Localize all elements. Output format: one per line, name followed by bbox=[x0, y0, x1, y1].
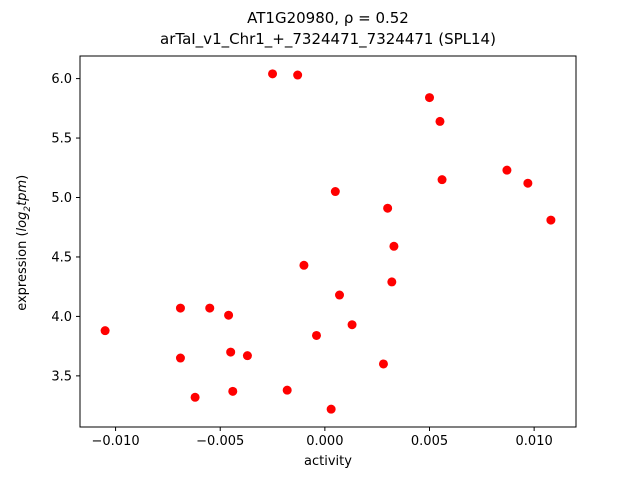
data-point bbox=[437, 175, 447, 185]
y-axis-label-log: log bbox=[15, 211, 31, 232]
x-tick-label: −0.010 bbox=[92, 434, 140, 449]
data-point bbox=[387, 277, 397, 287]
data-point bbox=[268, 69, 278, 79]
x-tick-label: 0.005 bbox=[411, 434, 448, 449]
y-axis-label-prefix: expression ( bbox=[15, 231, 31, 311]
y-tick-label: 3.5 bbox=[51, 369, 72, 384]
x-axis-label: activity bbox=[304, 454, 352, 469]
x-tick-label: 0.010 bbox=[516, 434, 553, 449]
data-point bbox=[299, 260, 309, 270]
y-axis-label-suffix: ) bbox=[15, 174, 31, 180]
y-tick-label: 5.0 bbox=[51, 191, 72, 206]
y-tick-label: 4.5 bbox=[51, 250, 72, 265]
data-point bbox=[326, 404, 336, 414]
data-point bbox=[190, 392, 200, 402]
data-point bbox=[293, 70, 303, 80]
y-tick-label: 4.0 bbox=[51, 310, 72, 325]
y-axis-label-tpm: tpm bbox=[15, 179, 31, 206]
data-point bbox=[205, 303, 215, 313]
x-tick-label: −0.005 bbox=[196, 434, 244, 449]
data-point bbox=[228, 386, 238, 396]
y-axis-label-sub: 2 bbox=[22, 205, 33, 212]
y-tick-label: 6.0 bbox=[51, 72, 72, 87]
y-tick-label: 5.5 bbox=[51, 132, 72, 147]
data-point bbox=[282, 385, 292, 395]
chart-title: AT1G20980, ρ = 0.52 bbox=[247, 9, 409, 27]
data-point bbox=[335, 290, 345, 300]
data-point bbox=[100, 326, 110, 336]
data-point bbox=[175, 353, 185, 363]
axes-frame bbox=[79, 55, 577, 428]
data-point bbox=[502, 165, 512, 175]
data-point bbox=[175, 303, 185, 313]
x-tick-label: 0.000 bbox=[306, 434, 343, 449]
data-point bbox=[546, 215, 556, 225]
data-point bbox=[226, 347, 236, 357]
data-point bbox=[242, 351, 252, 361]
data-point bbox=[383, 203, 393, 213]
data-point bbox=[425, 93, 435, 103]
data-point bbox=[435, 116, 445, 126]
data-point bbox=[330, 187, 340, 197]
data-point bbox=[523, 178, 533, 188]
y-axis-label: expression (log2tpm) bbox=[15, 133, 33, 353]
chart-subtitle: arTaI_v1_Chr1_+_7324471_7324471 (SPL14) bbox=[160, 30, 496, 48]
data-point bbox=[378, 359, 388, 369]
data-point bbox=[224, 310, 234, 320]
data-point bbox=[311, 330, 321, 340]
data-point bbox=[347, 320, 357, 330]
data-point bbox=[389, 241, 399, 251]
